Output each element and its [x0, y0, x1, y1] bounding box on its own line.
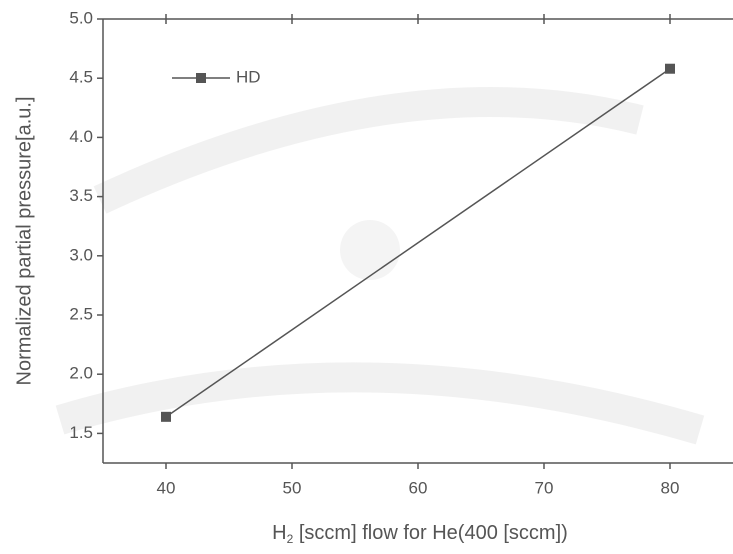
legend-label: HD [236, 67, 261, 86]
x-label-base: H [272, 522, 286, 544]
legend-marker [196, 73, 206, 83]
y-tick-label: 2.0 [69, 364, 93, 383]
y-tick-label: 4.5 [69, 68, 93, 87]
y-tick-label: 1.5 [69, 423, 93, 442]
series-line [165, 68, 671, 418]
x-tick-label: 70 [535, 478, 554, 497]
data-point [161, 411, 171, 422]
y-tick-label: 3.0 [69, 245, 93, 264]
y-tick-label: 5.0 [69, 8, 93, 27]
x-label-subscript: 2 [287, 532, 294, 546]
x-tick-label: 40 [157, 478, 176, 497]
watermark [55, 87, 705, 445]
y-tick-label: 3.5 [69, 186, 93, 205]
x-axis-label: H2 [sccm] flow for He(400 [sccm]) [272, 522, 568, 546]
x-tick-label: 50 [283, 478, 302, 497]
y-tick-label: 4.0 [69, 127, 93, 146]
x-tick-label: 80 [661, 478, 680, 497]
data-point [665, 63, 675, 74]
x-tick-label: 60 [409, 478, 428, 497]
x-label-rest: [sccm] flow for He(400 [sccm]) [293, 522, 568, 544]
y-tick-label: 2.5 [69, 304, 93, 323]
y-axis-label: Normalized partial pressure[a.u.] [13, 96, 35, 385]
